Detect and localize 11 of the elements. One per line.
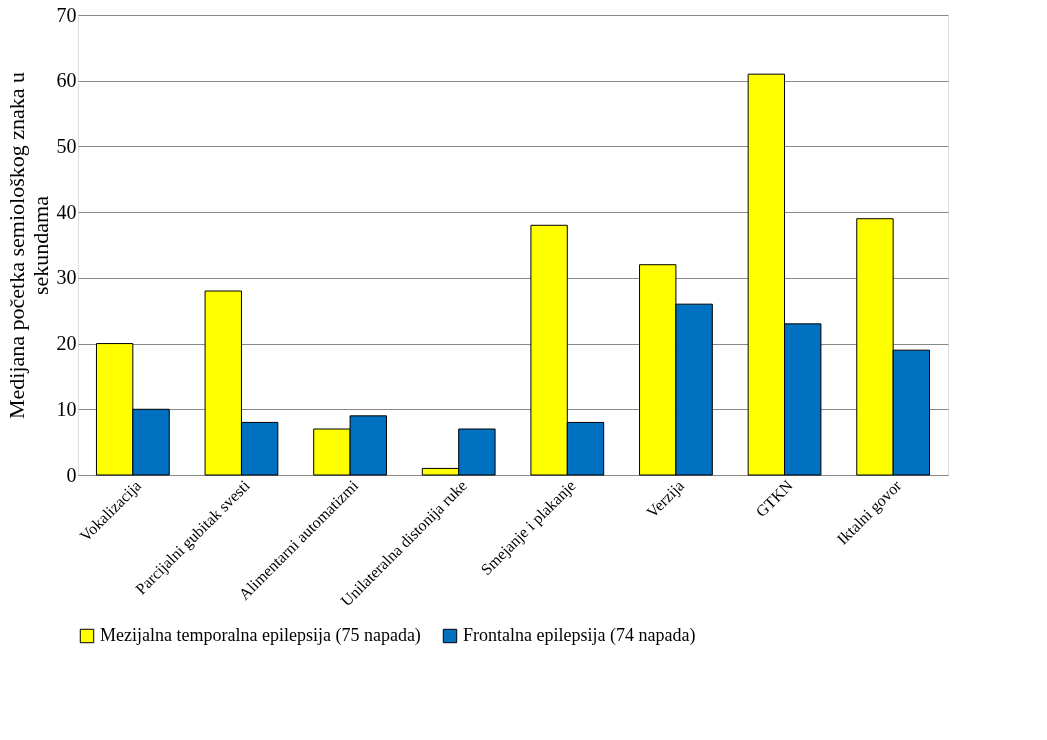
y-tick-label: 50: [56, 134, 77, 157]
y-tick-label: 70: [56, 3, 77, 26]
y-tick-label: 60: [56, 69, 77, 92]
y-axis-title: Medijana početka semiološkog znaka u sekundama: [3, 71, 53, 420]
y-tick-label: 40: [56, 200, 77, 223]
legend-label: Frontalna epilepsija (74 napada): [463, 625, 696, 646]
legend-label: Mezijalna temporalna epilepsija (75 napada): [100, 625, 421, 646]
y-tick-label: 10: [56, 397, 77, 420]
y-tick-label: 0: [66, 463, 77, 486]
y-tick-label: 30: [56, 266, 77, 289]
y-tick-label: 20: [56, 332, 77, 355]
